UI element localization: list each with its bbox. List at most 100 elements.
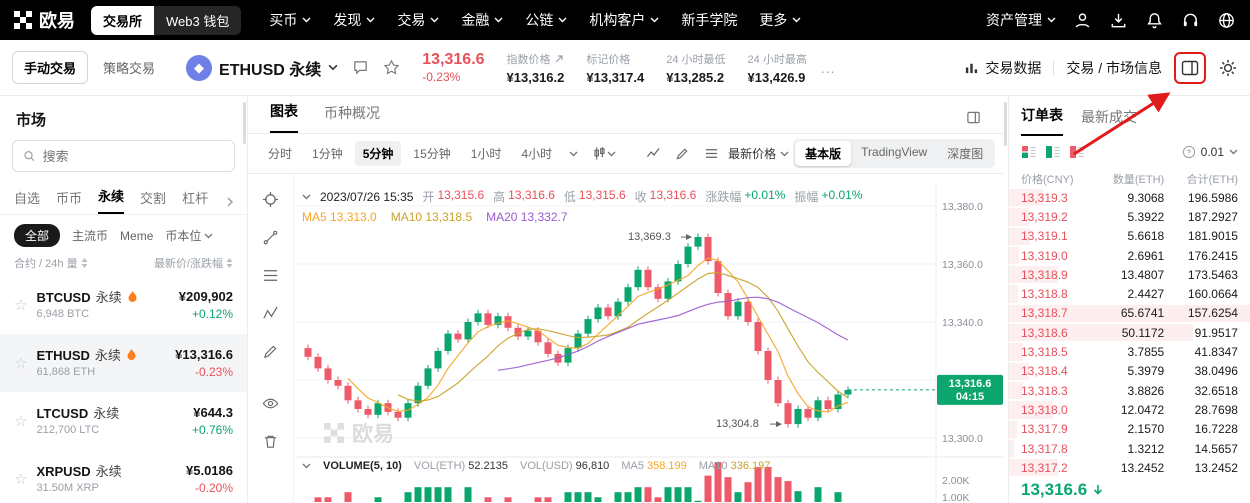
user-icon[interactable]	[1073, 11, 1092, 30]
sort-by-price[interactable]: 最新价/涨跌幅	[154, 255, 233, 271]
brush-tool-icon[interactable]	[262, 343, 279, 360]
star-icon[interactable]: ☆	[14, 471, 28, 488]
market-filter[interactable]: 主流币	[72, 229, 109, 243]
star-icon[interactable]: ☆	[14, 413, 28, 430]
instrument-selector[interactable]: ◆ ETHUSD 永续	[186, 54, 338, 81]
orderbook-ask-row[interactable]: 13,319.1 5.6618 181.9015	[1009, 227, 1250, 246]
chart-settings-icon[interactable]	[699, 146, 724, 161]
favorite-star-icon[interactable]	[383, 59, 400, 76]
market-row-btcusd[interactable]: ☆ BTCUSD 永续 6,948 BTC ¥209,902 +0.12%	[0, 276, 247, 334]
market-filter[interactable]: Meme	[120, 228, 154, 243]
globe-icon[interactable]	[1217, 11, 1236, 30]
star-icon[interactable]: ☆	[14, 297, 28, 314]
sidebar-tab[interactable]: 交割	[140, 191, 167, 206]
sidebar-tab[interactable]: 杠杆	[182, 191, 209, 206]
fibonacci-tool-icon[interactable]	[262, 267, 279, 284]
hide-drawings-eye-icon[interactable]	[262, 395, 279, 412]
orderbook-ask-row[interactable]: 13,318.5 3.7855 41.8347	[1009, 342, 1250, 361]
collapse-chevron-icon[interactable]	[302, 463, 311, 469]
orderbook-tab[interactable]: 订单表	[1021, 105, 1063, 136]
market-row-ethusd[interactable]: ☆ ETHUSD 永续 61,868 ETH ¥13,316.6 -0.23%	[0, 334, 247, 392]
sidebar-tab[interactable]: 自选	[14, 191, 41, 206]
timeframe-more-chevron[interactable]	[564, 151, 583, 157]
expand-chart-icon[interactable]	[966, 110, 981, 133]
timeframe-分时[interactable]: 分时	[268, 147, 293, 161]
orderbook-ask-row[interactable]: 13,318.6 50.1172 91.9517	[1009, 323, 1250, 342]
timeframe-4小时[interactable]: 4小时	[521, 147, 553, 161]
market-row-ltcusd[interactable]: ☆ LTCUSD 永续 212,700 LTC ¥644.3 +0.76%	[0, 392, 247, 450]
market-search[interactable]	[12, 140, 235, 172]
product-toggle-item[interactable]: Web3 钱包	[154, 5, 242, 35]
delete-drawings-trash-icon[interactable]	[262, 433, 279, 450]
chart-scrollbar[interactable]	[1004, 102, 1007, 146]
product-toggle-item[interactable]: 交易所	[91, 5, 155, 35]
view-深度图[interactable]: 深度图	[947, 147, 984, 161]
tabs-more-chevron[interactable]	[227, 197, 233, 214]
download-icon[interactable]	[1109, 11, 1128, 30]
mode-tab[interactable]: 策略交易	[103, 61, 156, 76]
draw-pencil-icon[interactable]	[670, 146, 695, 161]
orderbook-ask-row[interactable]: 13,319.0 2.6961 176.2415	[1009, 246, 1250, 265]
sidebar-tab[interactable]: 永续	[98, 186, 125, 214]
orderbook-ask-row[interactable]: 13,319.2 5.3922 187.2927	[1009, 207, 1250, 226]
orderbook-ask-row[interactable]: 13,317.2 13.2452 13.2452	[1009, 458, 1250, 477]
orderbook-last-price[interactable]: 13,316.6	[1009, 477, 1250, 503]
nav-item[interactable]: 新手学院	[681, 12, 738, 28]
market-info-label[interactable]: 交易 / 市场信息	[1066, 59, 1162, 76]
nav-item[interactable]: 公链	[525, 10, 567, 30]
sort-by-volume[interactable]: 合约 / 24h 量	[14, 255, 88, 271]
candle-style-icon[interactable]	[587, 146, 621, 161]
collapse-chevron-icon[interactable]	[302, 194, 311, 200]
orderbook-ask-row[interactable]: 13,317.9 2.1570 16.7228	[1009, 420, 1250, 439]
sidebar-scrollbar[interactable]	[243, 102, 246, 144]
gear-icon[interactable]	[1218, 58, 1238, 78]
chat-icon[interactable]	[352, 59, 369, 76]
timeframe-15分钟[interactable]: 15分钟	[413, 147, 451, 161]
brand-logo[interactable]: 欧易	[14, 7, 75, 33]
nav-item[interactable]: 金融	[461, 10, 503, 30]
orderbook-ask-row[interactable]: 13,318.0 12.0472 28.7698	[1009, 400, 1250, 419]
orderbook-ask-row[interactable]: 13,318.3 3.8826 32.6518	[1009, 381, 1250, 400]
market-filter[interactable]: 币本位	[165, 227, 213, 244]
chart-tab[interactable]: 币种概况	[324, 105, 380, 121]
nav-item[interactable]: 买币	[269, 10, 311, 30]
book-mode-both-icon[interactable]	[1021, 144, 1037, 160]
timeframe-1小时[interactable]: 1小时	[470, 147, 502, 161]
view-TradingView[interactable]: TradingView	[861, 145, 928, 159]
orderbook-tab[interactable]: 最新成交	[1081, 109, 1137, 125]
latest-price-selector[interactable]: 最新价格	[728, 145, 789, 162]
indicators-icon[interactable]	[641, 146, 666, 161]
timeframe-1分钟[interactable]: 1分钟	[312, 147, 343, 161]
nav-item[interactable]: 更多	[759, 10, 801, 30]
headset-icon[interactable]	[1181, 11, 1200, 30]
timeframe-5分钟[interactable]: 5分钟	[354, 141, 402, 166]
trendline-tool-icon[interactable]	[262, 229, 279, 246]
star-icon[interactable]: ☆	[14, 355, 28, 372]
layout-panel-button-highlighted[interactable]	[1174, 51, 1206, 84]
chart-tab[interactable]: 图表	[270, 101, 298, 133]
orderbook-ask-row[interactable]: 13,317.8 1.3212 14.5657	[1009, 439, 1250, 458]
crosshair-tool-icon[interactable]	[262, 191, 279, 208]
candlestick-chart[interactable]: 13,380.013,360.013,340.013,320.013,300.0…	[296, 184, 1003, 502]
market-filter[interactable]: 全部	[14, 224, 61, 247]
nav-item[interactable]: 机构客户	[589, 10, 659, 30]
orderbook-ask-row[interactable]: 13,319.3 9.3068 196.5986	[1009, 188, 1250, 207]
nav-item[interactable]: 发现	[333, 10, 375, 30]
orderbook-ask-row[interactable]: 13,318.7 65.6741 157.6254	[1009, 304, 1250, 323]
assets-menu[interactable]: 资产管理	[986, 10, 1056, 30]
sidebar-tab[interactable]: 币币	[56, 191, 83, 206]
book-mode-bids-icon[interactable]	[1045, 144, 1061, 160]
orderbook-ask-row[interactable]: 13,318.9 13.4807 173.5463	[1009, 265, 1250, 284]
market-row-xrpusd[interactable]: ☆ XRPUSD 永续 31.50M XRP ¥5.0186 -0.20%	[0, 450, 247, 503]
book-mode-asks-icon[interactable]	[1069, 144, 1085, 160]
orderbook-ask-row[interactable]: 13,318.4 5.3979 38.0496	[1009, 362, 1250, 381]
view-基本版[interactable]: 基本版	[795, 141, 852, 166]
mode-tab[interactable]: 手动交易	[12, 51, 89, 84]
precision-selector[interactable]: ? 0.01	[1182, 145, 1238, 159]
nav-item[interactable]: 交易	[397, 10, 439, 30]
trade-data-link[interactable]: 交易数据	[964, 58, 1041, 78]
bell-icon[interactable]	[1145, 11, 1164, 30]
search-input[interactable]	[42, 148, 224, 164]
pattern-tool-icon[interactable]	[262, 305, 279, 322]
orderbook-ask-row[interactable]: 13,318.8 2.4427 160.0664	[1009, 284, 1250, 303]
